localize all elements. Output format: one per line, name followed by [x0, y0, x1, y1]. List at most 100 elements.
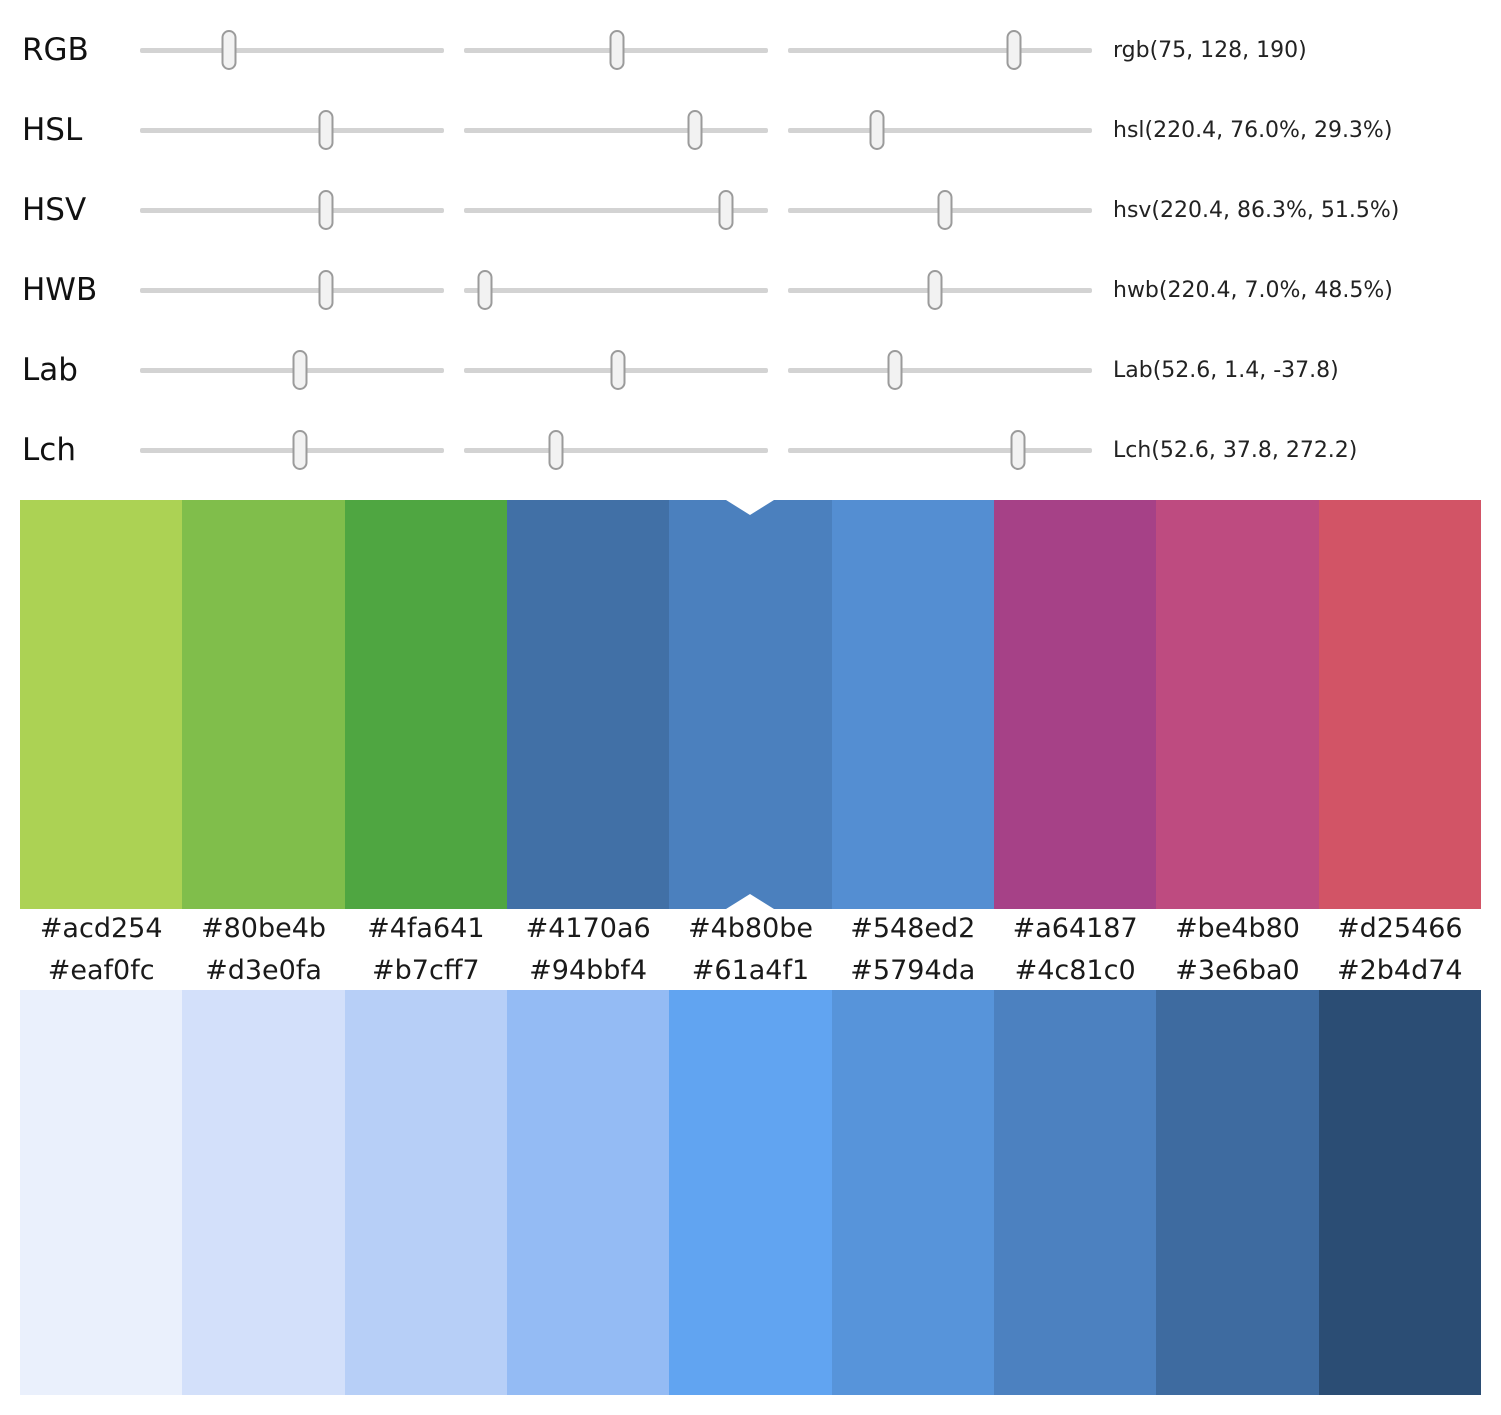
slider-tracks — [140, 270, 1092, 310]
lab-value-text: Lab(52.6, 1.4, -37.8) — [1113, 357, 1339, 383]
palette-hex-label-8: #d25466 — [1336, 913, 1463, 944]
hwb-slider-thumb-1[interactable] — [318, 270, 334, 310]
hwb-slider-track-1[interactable] — [140, 270, 444, 310]
palette-swatch-1[interactable] — [182, 500, 345, 909]
slider-tracks — [140, 430, 1092, 470]
rgb-label: RGB — [22, 32, 89, 68]
hsv-slider-track-2[interactable] — [464, 190, 768, 230]
rgb-slider-track-3[interactable] — [788, 30, 1092, 70]
hwb-slider-thumb-3[interactable] — [927, 270, 943, 310]
lch-slider-thumb-3[interactable] — [1010, 430, 1026, 470]
shade-swatch-7[interactable] — [1156, 990, 1319, 1395]
hwb-label: HWB — [22, 272, 98, 308]
lch-slider-track-3[interactable] — [788, 430, 1092, 470]
slider-tracks — [140, 110, 1092, 150]
lab-slider-thumb-2[interactable] — [610, 350, 626, 390]
shade-hex-label-0: #eaf0fc — [47, 955, 155, 986]
shade-swatch-8[interactable] — [1318, 990, 1481, 1395]
hsv-value-text: hsv(220.4, 86.3%, 51.5%) — [1113, 197, 1400, 223]
rgb-slider-track-1[interactable] — [140, 30, 444, 70]
slider-row-lch: Lch Lch(52.6, 37.8, 272.2) — [0, 410, 1501, 490]
palette-swatch-8[interactable] — [1318, 500, 1481, 909]
hsl-slider-thumb-1[interactable] — [318, 110, 334, 150]
palette-hex-label-5: #548ed2 — [850, 913, 976, 944]
palette-hex-label-1: #80be4b — [200, 913, 327, 944]
lab-slider-track-2[interactable] — [464, 350, 768, 390]
hsl-slider-track-1[interactable] — [140, 110, 444, 150]
lab-slider-track-3[interactable] — [788, 350, 1092, 390]
shade-swatch-2[interactable] — [344, 990, 507, 1395]
slider-row-hwb: HWB hwb(220.4, 7.0%, 48.5%) — [0, 250, 1501, 330]
hsv-slider-track-3[interactable] — [788, 190, 1092, 230]
palette-hex-label-7: #be4b80 — [1174, 913, 1300, 944]
palette-hex-label-6: #a64187 — [1012, 913, 1138, 944]
rgb-slider-thumb-3[interactable] — [1006, 30, 1022, 70]
palette-swatch-7[interactable] — [1156, 500, 1319, 909]
palette-swatch-6[interactable] — [993, 500, 1157, 909]
slider-tracks — [140, 350, 1092, 390]
hsl-label: HSL — [22, 112, 83, 148]
hwb-slider-track-3[interactable] — [788, 270, 1092, 310]
hwb-slider-track-2[interactable] — [464, 270, 768, 310]
hwb-value-text: hwb(220.4, 7.0%, 48.5%) — [1113, 277, 1393, 303]
lab-slider-track-1[interactable] — [140, 350, 444, 390]
shade-swatch-3[interactable] — [506, 990, 670, 1395]
rgb-slider-thumb-2[interactable] — [609, 30, 625, 70]
shade-hex-label-2: #b7cff7 — [372, 955, 480, 986]
shade-swatch-5[interactable] — [831, 990, 994, 1395]
palette-swatch-0[interactable] — [20, 500, 183, 909]
palette-hex-label-0: #acd254 — [39, 913, 163, 944]
slider-row-hsv: HSV hsv(220.4, 86.3%, 51.5%) — [0, 170, 1501, 250]
hsl-slider-thumb-3[interactable] — [869, 110, 885, 150]
hsl-slider-track-3[interactable] — [788, 110, 1092, 150]
lch-slider-thumb-1[interactable] — [292, 430, 308, 470]
palette-hex-label-2: #4fa641 — [367, 913, 485, 944]
shade-hex-label-7: #3e6ba0 — [1175, 955, 1300, 986]
palette-hex-label-3: #4170a6 — [525, 913, 651, 944]
shade-swatch-6[interactable] — [993, 990, 1157, 1395]
palette-hex-row: #acd254 #80be4b #4fa641 #4170a6 #4b80be #548e… — [20, 909, 1481, 949]
shade-swatch-0[interactable] — [20, 990, 183, 1395]
shade-strip — [20, 990, 1481, 1395]
slider-tracks — [140, 30, 1092, 70]
lch-slider-track-1[interactable] — [140, 430, 444, 470]
shade-swatch-1[interactable] — [182, 990, 345, 1395]
palette-swatch-5[interactable] — [831, 500, 994, 909]
lch-label: Lch — [22, 432, 76, 468]
lch-slider-thumb-2[interactable] — [548, 430, 564, 470]
lab-label: Lab — [22, 352, 78, 388]
slider-tracks — [140, 190, 1092, 230]
slider-panel: RGB rgb(75, 128, 190) HSL hsl(220.4, 76.… — [0, 10, 1501, 490]
hsl-slider-thumb-2[interactable] — [687, 110, 703, 150]
shade-hex-label-3: #94bbf4 — [529, 955, 648, 986]
hsl-value-text: hsl(220.4, 76.0%, 29.3%) — [1113, 117, 1393, 143]
rgb-slider-thumb-1[interactable] — [221, 30, 237, 70]
hsv-slider-track-1[interactable] — [140, 190, 444, 230]
lab-slider-thumb-3[interactable] — [887, 350, 903, 390]
slider-row-rgb: RGB rgb(75, 128, 190) — [0, 10, 1501, 90]
palette-swatch-4-selected[interactable] — [669, 500, 832, 909]
hsl-slider-track-2[interactable] — [464, 110, 768, 150]
lch-value-text: Lch(52.6, 37.8, 272.2) — [1113, 437, 1358, 463]
palette-swatch-2[interactable] — [344, 500, 507, 909]
hsv-slider-thumb-1[interactable] — [318, 190, 334, 230]
slider-row-lab: Lab Lab(52.6, 1.4, -37.8) — [0, 330, 1501, 410]
rgb-value-text: rgb(75, 128, 190) — [1113, 37, 1307, 63]
shade-swatch-4[interactable] — [669, 990, 832, 1395]
shade-hex-row: #eaf0fc #d3e0fa #b7cff7 #94bbf4 #61a4f1 #5794… — [20, 951, 1481, 990]
hsv-label: HSV — [22, 192, 87, 228]
shade-hex-label-8: #2b4d74 — [1336, 955, 1463, 986]
hwb-slider-thumb-2[interactable] — [477, 270, 493, 310]
rgb-slider-track-2[interactable] — [464, 30, 768, 70]
hsv-slider-thumb-3[interactable] — [937, 190, 953, 230]
shade-hex-label-6: #4c81c0 — [1014, 955, 1136, 986]
palette-hex-label-4: #4b80be — [687, 913, 813, 944]
shade-hex-label-1: #d3e0fa — [205, 955, 322, 986]
palette-swatch-3[interactable] — [506, 500, 670, 909]
palette-strip — [20, 500, 1481, 909]
hsv-slider-thumb-2[interactable] — [718, 190, 734, 230]
lab-slider-thumb-1[interactable] — [292, 350, 308, 390]
lch-slider-track-2[interactable] — [464, 430, 768, 470]
slider-row-hsl: HSL hsl(220.4, 76.0%, 29.3%) — [0, 90, 1501, 170]
